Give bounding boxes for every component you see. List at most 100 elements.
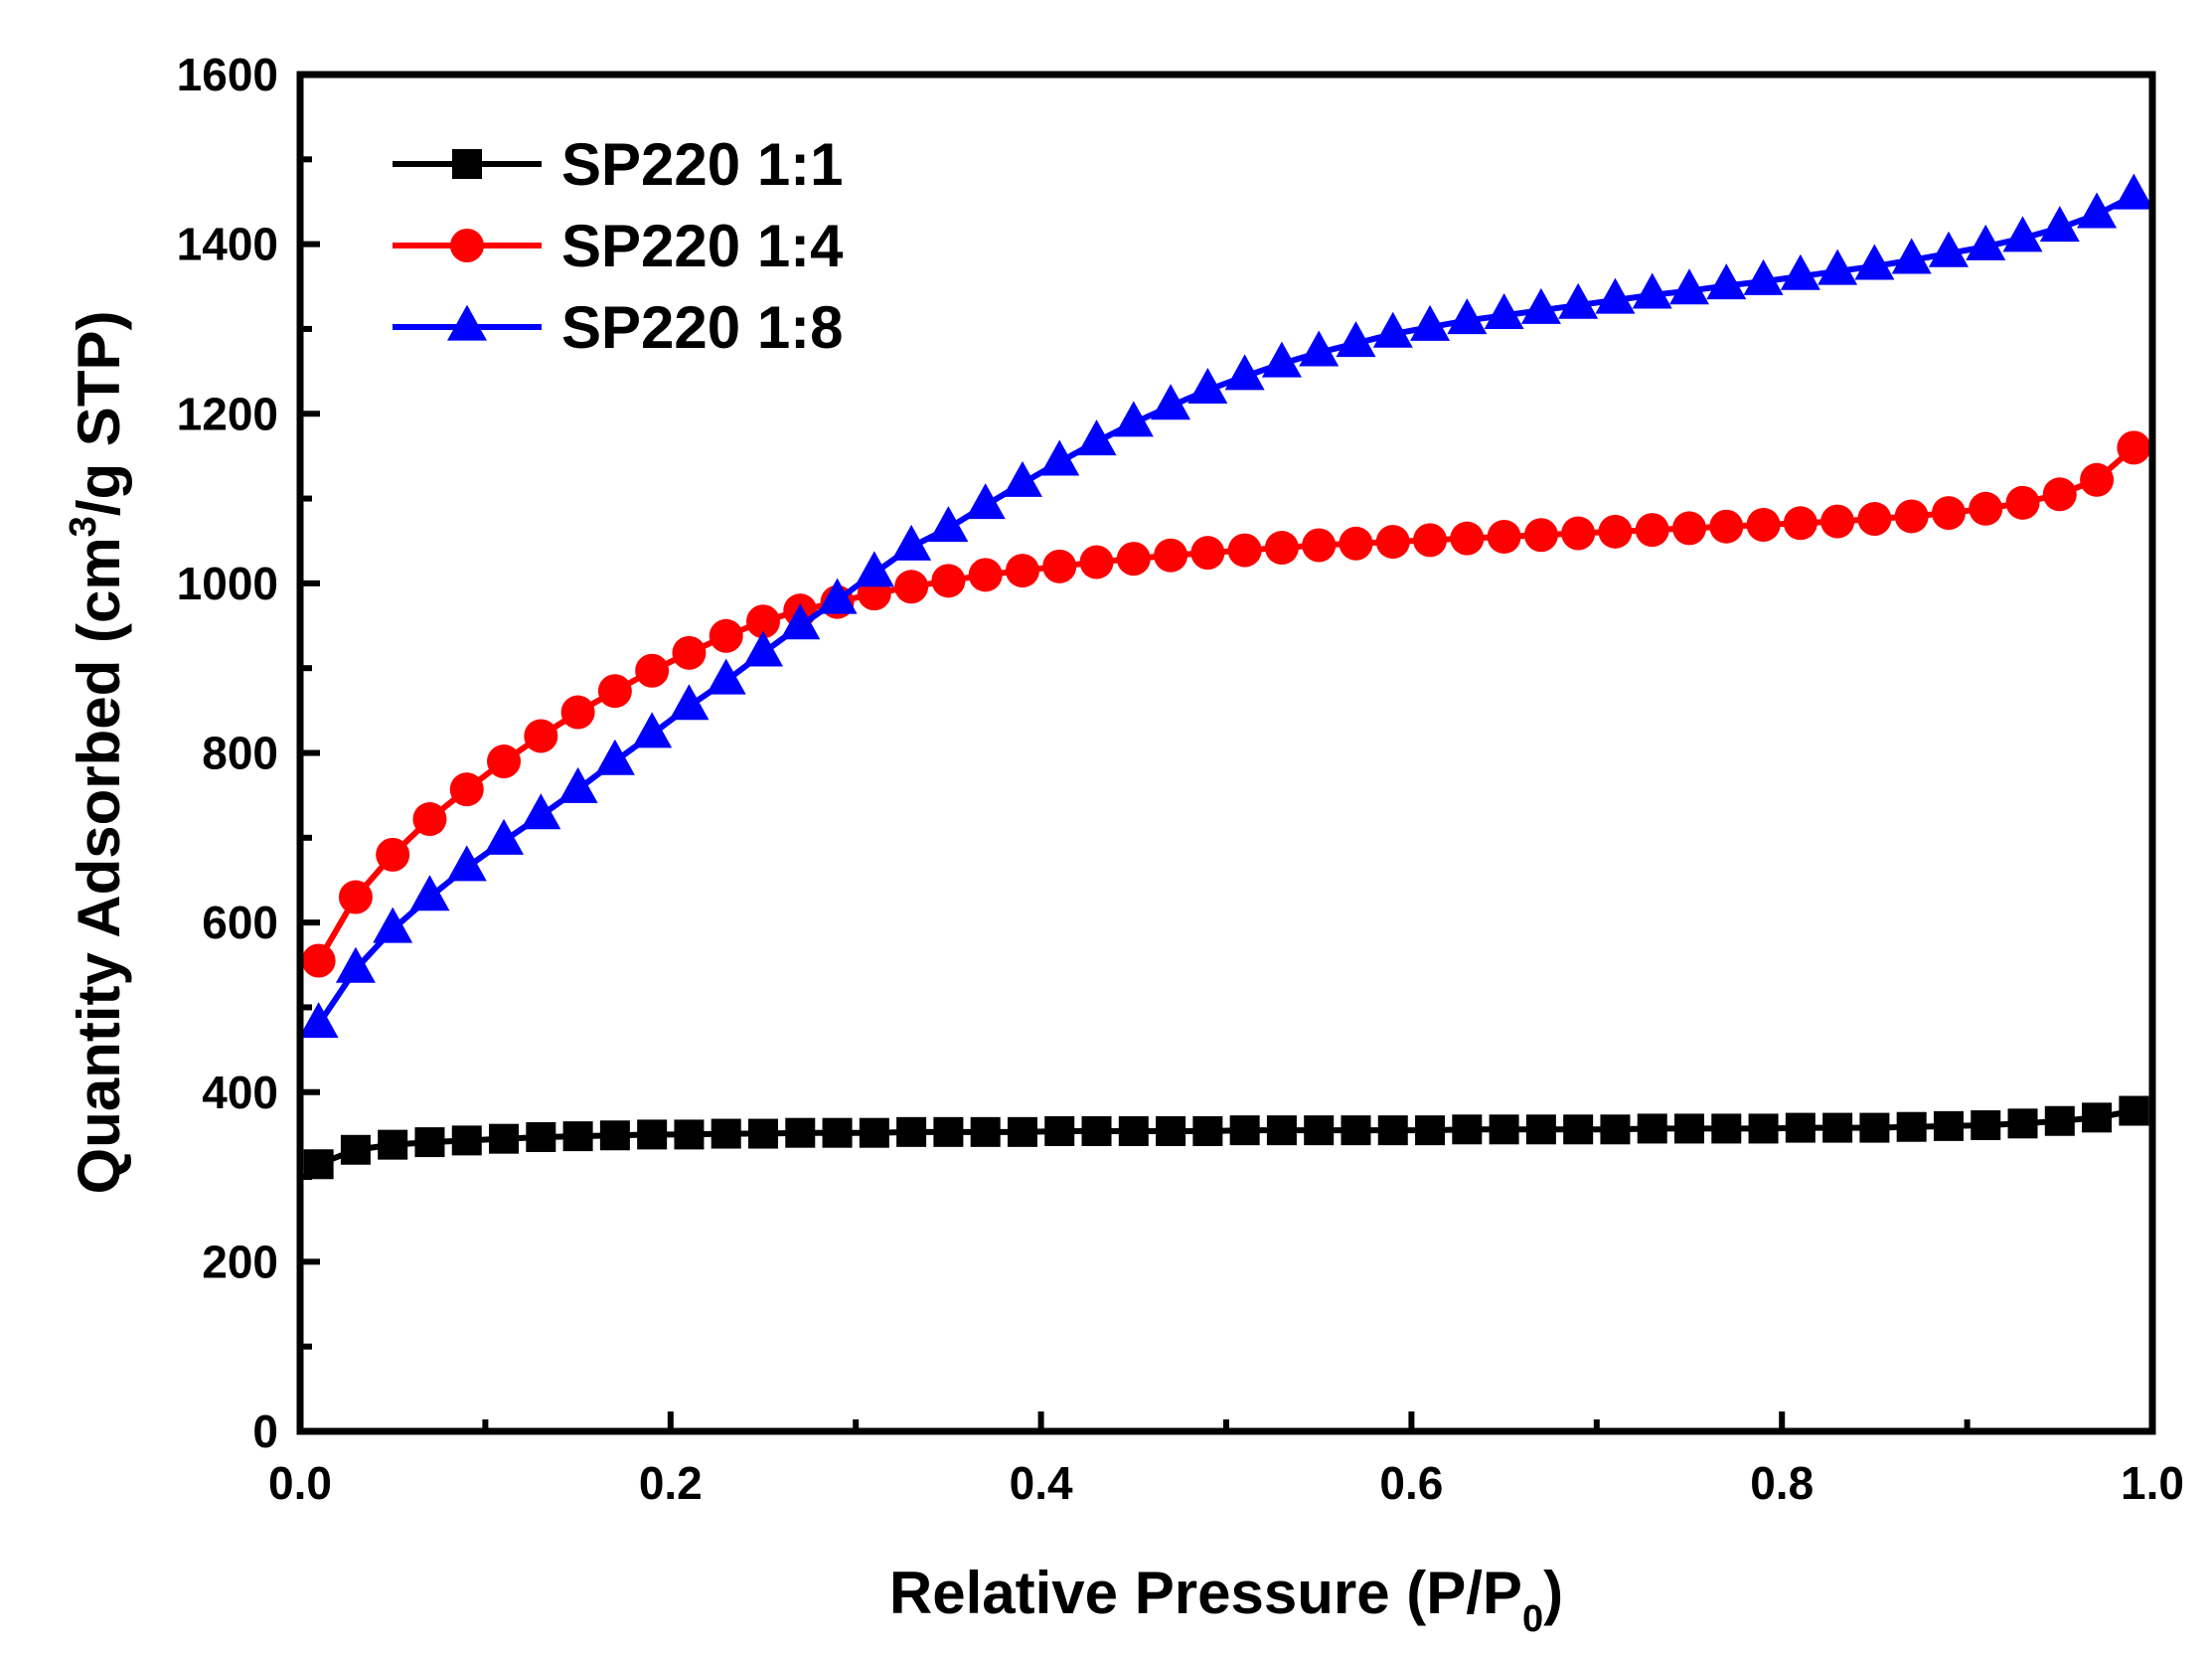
data-point <box>1264 531 1299 566</box>
data-point <box>1484 292 1524 329</box>
data-point <box>1261 341 1302 378</box>
legend-entry: SP220 1:4 <box>393 213 844 279</box>
data-point <box>599 1120 630 1151</box>
data-point <box>521 793 561 830</box>
x-axis-title-subscript: 0 <box>1522 1598 1543 1640</box>
data-point <box>928 506 969 543</box>
data-point <box>1563 1114 1594 1145</box>
data-point <box>1637 1113 1667 1144</box>
data-point <box>1780 253 1820 290</box>
y-tick-label: 800 <box>202 728 278 779</box>
data-point <box>1116 542 1151 577</box>
data-point <box>1007 1116 1037 1147</box>
data-point <box>933 1116 964 1147</box>
data-point <box>412 802 447 837</box>
data-point <box>1339 526 1373 561</box>
data-point <box>1857 502 1892 537</box>
y-tick-label: 1000 <box>177 558 278 609</box>
data-point <box>669 684 710 721</box>
data-point <box>1302 528 1337 563</box>
data-point <box>780 603 821 640</box>
data-point <box>2080 462 2115 497</box>
data-point <box>1598 514 1633 549</box>
data-point <box>2042 477 2077 512</box>
x-tick-label: 0.4 <box>1010 1457 1073 1509</box>
data-point <box>2114 173 2154 210</box>
data-point <box>1820 504 1855 539</box>
data-point <box>1450 521 1485 556</box>
data-point <box>746 604 780 639</box>
data-point <box>446 845 487 882</box>
data-point <box>562 1121 593 1152</box>
data-point <box>298 1002 339 1039</box>
data-point <box>557 766 598 803</box>
data-point <box>1304 1115 1335 1146</box>
data-point <box>1076 419 1117 456</box>
series-3 <box>298 173 2154 1039</box>
data-point <box>1711 1113 1742 1144</box>
x-tick-label: 0.6 <box>1379 1457 1443 1509</box>
data-point <box>1192 1115 1223 1146</box>
data-point <box>1341 1115 1371 1146</box>
x-tick-label: 0.8 <box>1750 1457 1814 1509</box>
data-point <box>1971 1110 2001 1141</box>
data-point <box>1896 1111 1927 1142</box>
data-point <box>378 1129 408 1160</box>
axes-layer: 0.0 0.2 0.4 0.6 0.8 1.0 0 200 400 600 800 1000 1200 1… <box>177 49 2184 1509</box>
legend-marker <box>447 304 487 341</box>
data-point <box>2119 1095 2149 1126</box>
data-point <box>449 772 484 807</box>
data-point <box>597 674 632 709</box>
data-point <box>1859 1112 1890 1143</box>
data-point <box>896 1116 927 1147</box>
data-point <box>1079 545 1114 579</box>
data-point <box>2117 430 2151 465</box>
data-point <box>1966 224 2006 260</box>
legend-label: SP220 1:1 <box>561 131 844 198</box>
data-point <box>1894 499 1929 534</box>
data-point <box>637 1119 668 1150</box>
data-point <box>1081 1115 1112 1146</box>
y-tick-label: 200 <box>202 1236 278 1287</box>
legend-marker <box>452 149 482 179</box>
data-point <box>1229 1115 1260 1146</box>
data-point <box>1635 513 1669 548</box>
data-point <box>1785 1112 1816 1143</box>
data-point <box>1743 258 1784 295</box>
data-point <box>2039 206 2080 243</box>
data-point <box>1156 1115 1186 1146</box>
x-axis-title: Relative Pressure (P/P0) <box>889 1560 1563 1640</box>
data-point <box>414 1127 445 1158</box>
data-point <box>1336 321 1376 358</box>
data-point <box>1783 506 1817 541</box>
data-point <box>2005 485 2040 520</box>
data-point <box>1042 549 1077 583</box>
data-point <box>1489 1114 1519 1145</box>
data-point <box>854 551 894 587</box>
legend-label: SP220 1:8 <box>561 294 844 361</box>
data-point <box>1933 1110 1964 1141</box>
data-point <box>1187 368 1228 405</box>
x-tick-label: 1.0 <box>2121 1457 2184 1509</box>
data-point <box>1525 1114 1556 1145</box>
data-point <box>2044 1105 2075 1136</box>
legend-entry: SP220 1:8 <box>393 294 844 361</box>
data-point <box>1372 311 1413 348</box>
data-point <box>1118 1115 1149 1146</box>
data-point <box>484 818 525 855</box>
data-point <box>743 630 783 667</box>
data-point <box>635 653 670 688</box>
data-point <box>1002 460 1042 497</box>
data-point <box>1224 354 1265 391</box>
data-point <box>968 558 1003 592</box>
data-point <box>1674 1113 1704 1144</box>
data-point <box>1410 304 1451 341</box>
data-point <box>1520 287 1561 324</box>
data-point <box>560 695 595 730</box>
data-point <box>1523 518 1558 553</box>
data-point <box>970 1116 1001 1147</box>
data-point <box>1632 272 1672 309</box>
y-axis-title-superscript: 3 <box>63 516 104 537</box>
data-point <box>409 875 450 911</box>
data-point <box>1299 330 1340 367</box>
